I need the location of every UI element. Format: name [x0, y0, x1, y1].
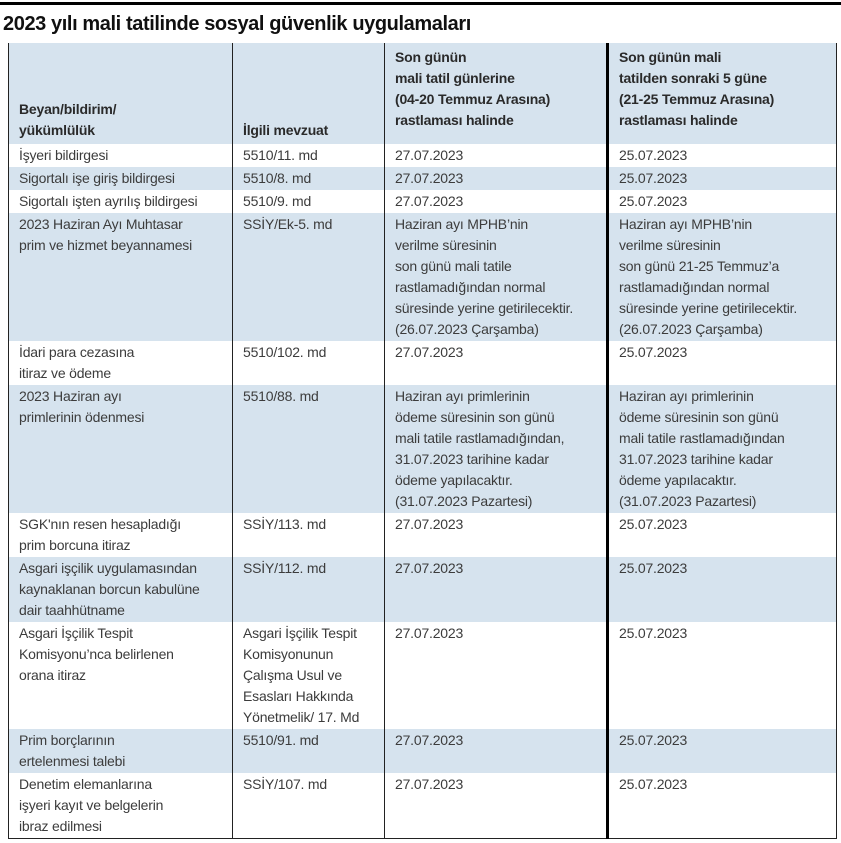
table-cell: 5510/102. md	[232, 341, 385, 385]
table-cell: SSİY/107. md	[232, 773, 385, 839]
table-cell: SSİY/Ek-5. md	[232, 213, 385, 341]
table-row: Denetim elemanlarına işyeri kayıt ve bel…	[8, 773, 837, 839]
table-cell: 25.07.2023	[619, 344, 688, 360]
table-body: İşyeri bildirgesi 5510/11. md 27.07.2023 25…	[8, 144, 837, 839]
table-cell: 25.07.2023	[619, 560, 688, 576]
table-cell: 25.07.2023	[619, 147, 688, 163]
table-row: Asgari İşçilik Tespit Komisyonu’nca beli…	[8, 622, 837, 729]
table-cell: Asgari İşçilik Tespit Komisyonu’nca beli…	[8, 622, 233, 729]
table-row: Prim borçlarının ertelenmesi talebi 5510/…	[8, 729, 837, 773]
table-cell: 5510/9. md	[232, 190, 385, 213]
table-cell: 2023 Haziran Ayı Muhtasar prim ve hizmet…	[8, 213, 233, 341]
table-row: 2023 Haziran Ayı Muhtasar prim ve hizmet…	[8, 213, 837, 341]
header-row: Beyan/bildirim/ yükümlülük İlgili mevzua…	[8, 43, 837, 144]
table-row: 2023 Haziran ayı primlerinin ödenmesi 551…	[8, 385, 837, 513]
table-row: SGK'nın resen hesapladığı prim borcuna i…	[8, 513, 837, 557]
column-header-obligation: Beyan/bildirim/ yükümlülük	[8, 43, 233, 144]
table-row: Sigortalı işe giriş bildirgesi 5510/8. md…	[8, 167, 837, 190]
table-cell: 5510/91. md	[232, 729, 385, 773]
table-cell: Asgari İşçilik Tespit Komisyonunun Çalış…	[232, 622, 385, 729]
table-cell: İşyeri bildirgesi	[8, 144, 233, 167]
table-cell: 25.07.2023	[619, 516, 688, 532]
table-cell: SSİY/112. md	[232, 557, 385, 622]
table-cell: 27.07.2023	[384, 729, 609, 773]
table-cell: 25.07.2023	[619, 625, 688, 641]
table-cell: 5510/8. md	[232, 167, 385, 190]
table-cell: 25.07.2023	[619, 193, 688, 209]
table-cell: 27.07.2023	[384, 190, 609, 213]
table-cell: Sigortalı işten ayrılış bildirgesi	[8, 190, 233, 213]
table-header: Beyan/bildirim/ yükümlülük İlgili mevzua…	[8, 43, 837, 144]
table-cell: SSİY/113. md	[232, 513, 385, 557]
table-cell: 27.07.2023	[384, 513, 609, 557]
table-cell: Haziran ayı primlerinin ödeme süresinin …	[619, 388, 785, 509]
table-row: İdari para cezasına itiraz ve ödeme 5510/…	[8, 341, 837, 385]
table-cell: Denetim elemanlarına işyeri kayıt ve bel…	[8, 773, 233, 839]
top-rule	[0, 2, 841, 5]
table-cell: 5510/88. md	[232, 385, 385, 513]
table-cell: 25.07.2023	[619, 776, 688, 792]
table-cell: 2023 Haziran ayı primlerinin ödenmesi	[8, 385, 233, 513]
table-cell: Haziran ayı MPHB’nin verilme süresinin s…	[384, 213, 609, 341]
table-cell: SGK'nın resen hesapladığı prim borcuna i…	[8, 513, 233, 557]
page-title: 2023 yılı mali tatilinde sosyal güvenlik…	[3, 13, 471, 35]
table-cell: 27.07.2023	[384, 144, 609, 167]
table-cell: 5510/11. md	[232, 144, 385, 167]
column-header-during-holiday: Son günün mali tatil günlerine (04-20 Te…	[384, 43, 609, 144]
table-cell: Haziran ayı primlerinin ödeme süresinin …	[384, 385, 609, 513]
table-cell: İdari para cezasına itiraz ve ödeme	[8, 341, 233, 385]
table-row: Asgari işçilik uygulamasından kaynaklana…	[8, 557, 837, 622]
table-cell: 27.07.2023	[384, 167, 609, 190]
column-header-after-holiday: Son günün mali tatilden sonraki 5 güne (…	[607, 43, 837, 144]
table-cell: 27.07.2023	[384, 341, 609, 385]
table-cell: Asgari işçilik uygulamasından kaynaklana…	[8, 557, 233, 622]
fiscal-holiday-table: Beyan/bildirim/ yükümlülük İlgili mevzua…	[8, 43, 837, 839]
table-cell: Sigortalı işe giriş bildirgesi	[8, 167, 233, 190]
table-row: İşyeri bildirgesi 5510/11. md 27.07.2023 25…	[8, 144, 837, 167]
table-cell: 25.07.2023	[619, 170, 688, 186]
table-cell: 27.07.2023	[384, 557, 609, 622]
table-cell: 27.07.2023	[384, 622, 609, 729]
table-cell: Prim borçlarının ertelenmesi talebi	[8, 729, 233, 773]
table-cell: Haziran ayı MPHB’nin verilme süresinin s…	[619, 216, 798, 337]
table-cell: 25.07.2023	[619, 732, 688, 748]
column-header-legislation: İlgili mevzuat	[232, 43, 385, 144]
table-row: Sigortalı işten ayrılış bildirgesi 5510/9…	[8, 190, 837, 213]
table-cell: 27.07.2023	[384, 773, 609, 839]
